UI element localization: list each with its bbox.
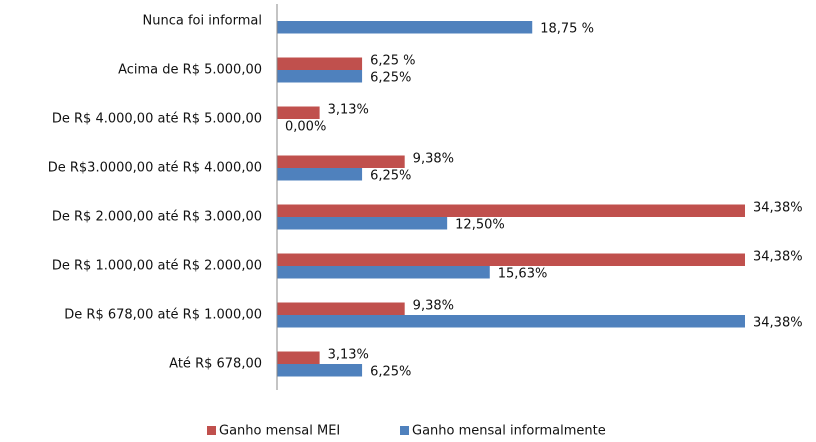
bar [277,168,363,181]
value-label: 6,25% [370,365,411,380]
bar [277,302,405,315]
bar [277,57,363,70]
value-label: 6,25% [370,71,411,86]
value-label: 18,75 % [540,22,594,37]
bar [277,204,745,217]
category-label: Nunca foi informal [143,14,262,29]
category-label: De R$ 4.000,00 até R$ 5.000,00 [52,112,262,127]
value-label: 6,25 % [370,54,415,69]
value-label: 34,38% [753,201,803,216]
value-label: 6,25% [370,169,411,184]
category-label: De R$3.0000,00 até R$ 4.000,00 [48,161,262,176]
bar [277,217,448,230]
value-label: 12,50% [455,218,505,233]
value-label: 15,63% [498,267,548,282]
bar [277,351,320,364]
bar [277,266,490,279]
value-label: 34,38% [753,250,803,265]
legend-swatch [400,426,409,435]
value-label: 9,38% [413,152,454,167]
category-label: Até R$ 678,00 [169,357,262,372]
value-label: 3,13% [328,103,369,118]
bar [277,70,363,83]
value-label: 0,00% [285,120,326,135]
legend-label: Ganho mensal informalmente [412,424,606,439]
bar [277,315,745,328]
value-label: 34,38% [753,316,803,331]
bar [277,21,533,34]
bar [277,253,745,266]
value-label: 9,38% [413,299,454,314]
bar [277,364,363,377]
legend-label: Ganho mensal MEI [219,424,340,439]
category-label: Acima de R$ 5.000,00 [118,63,262,78]
value-label: 3,13% [328,348,369,363]
category-label: De R$ 678,00 até R$ 1.000,00 [64,308,262,323]
bar [277,155,405,168]
bar [277,106,320,119]
category-label: De R$ 2.000,00 até R$ 3.000,00 [52,210,262,225]
category-label: De R$ 1.000,00 até R$ 2.000,00 [52,259,262,274]
legend-swatch [207,426,216,435]
